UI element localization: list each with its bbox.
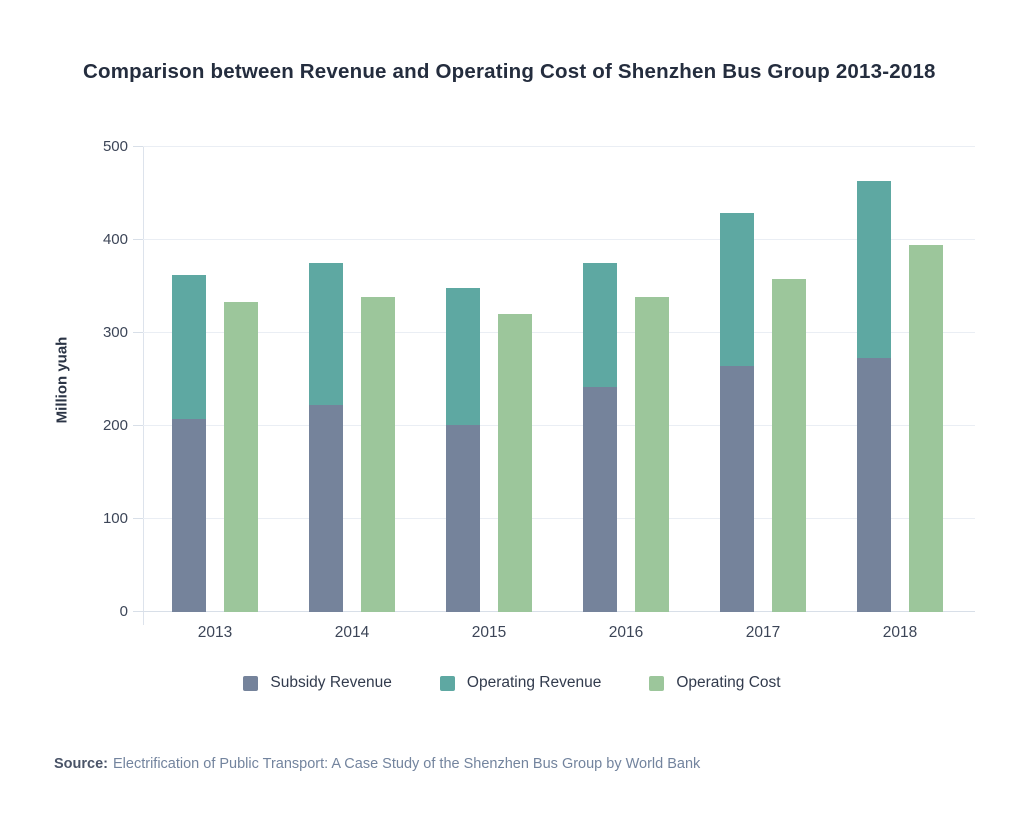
y-tick-300 bbox=[133, 332, 143, 333]
bar-subsidy-revenue-2018 bbox=[857, 358, 891, 612]
x-axis-label-2016: 2016 bbox=[608, 624, 644, 641]
source-text: Electrification of Public Transport: A C… bbox=[113, 756, 701, 772]
legend-swatch-icon bbox=[649, 675, 665, 691]
y-tick-400 bbox=[133, 239, 143, 240]
bar-subsidy-revenue-2017 bbox=[720, 365, 754, 612]
bar-operating-revenue-2013 bbox=[172, 275, 206, 419]
bar-operating-revenue-2016 bbox=[583, 263, 617, 387]
y-axis-labels: 0 100 200 300 400 500 bbox=[80, 138, 128, 620]
y-axis-title: Million yuah bbox=[53, 336, 71, 424]
bar-operating-cost-2016 bbox=[635, 296, 669, 612]
legend-item-subsidy-revenue: Subsidy Revenue bbox=[243, 674, 392, 692]
bar-operating-cost-2014 bbox=[361, 296, 395, 612]
chart-legend: Subsidy Revenue Operating Revenue Operatin… bbox=[0, 668, 1024, 698]
bar-operating-cost-2015 bbox=[498, 314, 532, 612]
bar-operating-revenue-2018 bbox=[857, 181, 891, 359]
gridline-500 bbox=[143, 146, 975, 147]
gridline-400 bbox=[143, 239, 975, 240]
bar-subsidy-revenue-2016 bbox=[583, 386, 617, 612]
bar-subsidy-revenue-2014 bbox=[309, 404, 343, 612]
legend-swatch-icon bbox=[243, 675, 259, 691]
legend-item-operating-cost: Operating Cost bbox=[649, 674, 781, 692]
y-tick-label-100: 100 bbox=[102, 510, 128, 527]
y-tick-label-300: 300 bbox=[102, 324, 128, 341]
bar-operating-revenue-2014 bbox=[309, 263, 343, 405]
chart-plot-area bbox=[143, 146, 975, 612]
legend-label: Operating Cost bbox=[676, 674, 781, 691]
gridline-300 bbox=[143, 332, 975, 333]
bar-subsidy-revenue-2013 bbox=[172, 418, 206, 612]
y-axis-ticks bbox=[133, 146, 143, 612]
y-tick-0 bbox=[133, 611, 143, 612]
bar-subsidy-revenue-2015 bbox=[446, 425, 480, 612]
x-axis-label-2014: 2014 bbox=[334, 624, 370, 641]
legend-label: Subsidy Revenue bbox=[270, 674, 392, 691]
bar-operating-cost-2017 bbox=[772, 279, 806, 612]
x-axis-label-2018: 2018 bbox=[882, 624, 918, 641]
legend-swatch-icon bbox=[439, 675, 455, 691]
y-tick-label-400: 400 bbox=[102, 231, 128, 248]
bar-operating-revenue-2015 bbox=[446, 288, 480, 426]
source-label: Source: bbox=[54, 756, 108, 772]
y-tick-500 bbox=[133, 146, 143, 147]
legend-label: Operating Revenue bbox=[466, 674, 602, 691]
bar-operating-cost-2013 bbox=[224, 302, 258, 612]
gridline-0 bbox=[143, 611, 975, 612]
x-axis-label-2017: 2017 bbox=[745, 624, 781, 641]
y-tick-200 bbox=[133, 425, 143, 426]
y-axis-line bbox=[143, 147, 144, 625]
x-axis-label-2015: 2015 bbox=[471, 624, 507, 641]
y-tick-label-500: 500 bbox=[102, 138, 128, 155]
page-title: Comparison between Revenue and Operating… bbox=[83, 59, 936, 83]
x-axis-labels: 2013 2014 2015 2016 2017 2018 bbox=[143, 624, 975, 646]
bar-operating-cost-2018 bbox=[909, 244, 943, 612]
bar-operating-revenue-2017 bbox=[720, 213, 754, 366]
legend-item-operating-revenue: Operating Revenue bbox=[439, 674, 602, 692]
x-axis-label-2013: 2013 bbox=[197, 624, 233, 641]
gridline-100 bbox=[143, 518, 975, 519]
y-tick-100 bbox=[133, 518, 143, 519]
y-tick-label-200: 200 bbox=[102, 417, 128, 434]
source-line: Source: Electrification of Public Transpo… bbox=[54, 756, 700, 772]
y-tick-label-0: 0 bbox=[119, 603, 128, 620]
gridline-200 bbox=[143, 425, 975, 426]
